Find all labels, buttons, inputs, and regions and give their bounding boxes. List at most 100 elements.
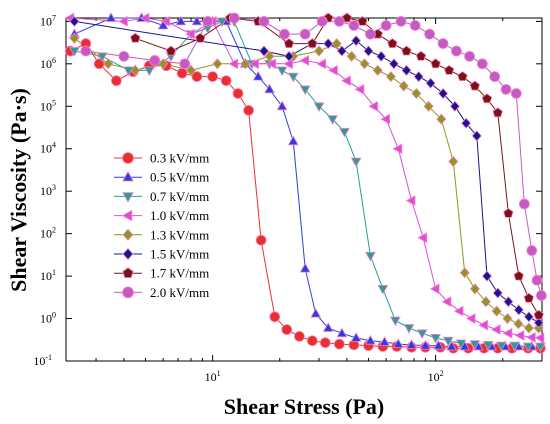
data-point — [518, 198, 530, 210]
data-point — [212, 58, 223, 70]
legend-label: 2.0 kV/mm — [150, 285, 209, 300]
data-point — [471, 130, 482, 142]
data-point — [401, 64, 412, 76]
series-line — [74, 37, 539, 329]
data-point — [319, 337, 331, 349]
data-point — [495, 341, 507, 352]
data-point — [179, 58, 191, 70]
data-point — [500, 83, 512, 95]
data-point — [283, 38, 295, 48]
legend: 0.3 kV/mm 0.5 kV/mm 0.7 kV/mm 1.0 kV/mm 1.3 … — [114, 151, 209, 300]
data-point — [368, 100, 379, 112]
data-point — [380, 113, 391, 125]
data-point — [110, 75, 122, 87]
y-tick-label: 102 — [40, 226, 56, 241]
data-point — [523, 292, 535, 303]
series-line — [70, 17, 541, 339]
data-point — [464, 50, 475, 62]
data-point — [328, 64, 338, 76]
data-point — [287, 135, 299, 146]
data-point — [455, 339, 467, 350]
legend-marker — [122, 247, 134, 261]
data-point — [269, 311, 281, 323]
data-point — [523, 311, 534, 323]
data-point — [351, 35, 362, 47]
data-point — [336, 45, 347, 57]
data-point — [341, 75, 351, 87]
y-tick-label: 107 — [40, 13, 56, 28]
data-point — [258, 45, 270, 57]
data-point — [392, 338, 404, 349]
data-point — [294, 330, 305, 342]
legend-label: 1.7 kV/mm — [150, 266, 209, 281]
data-point — [417, 232, 428, 244]
data-point — [398, 80, 409, 92]
data-point — [327, 115, 338, 125]
data-point — [476, 58, 488, 70]
data-point — [220, 75, 232, 87]
data-point — [534, 342, 546, 353]
data-point — [535, 290, 547, 301]
data-point — [416, 329, 428, 340]
data-point — [415, 50, 427, 61]
data-point — [339, 127, 350, 138]
data-point — [372, 64, 383, 76]
data-point — [160, 15, 171, 27]
y-tick-label: 106 — [40, 56, 56, 71]
data-point — [307, 38, 318, 48]
data-point — [103, 58, 114, 70]
data-point — [175, 15, 187, 26]
data-point — [287, 72, 299, 83]
data-point — [490, 324, 501, 335]
data-point — [80, 45, 92, 57]
legend-label: 1.3 kV/mm — [150, 227, 209, 242]
data-point — [453, 305, 464, 317]
data-point — [299, 85, 311, 96]
data-point — [185, 28, 195, 40]
data-point — [357, 15, 368, 26]
data-point — [276, 66, 288, 77]
data-point — [354, 83, 365, 95]
data-point — [249, 58, 260, 70]
data-point — [266, 58, 277, 70]
data-point — [459, 267, 470, 279]
data-point — [513, 318, 524, 330]
data-point — [385, 71, 396, 83]
data-point — [489, 71, 501, 82]
data-point — [149, 55, 161, 66]
data-point — [405, 195, 416, 206]
data-point — [276, 100, 288, 111]
data-point — [96, 52, 108, 63]
data-point — [420, 339, 431, 350]
data-point — [513, 270, 524, 281]
y-tick-label: 104 — [40, 141, 56, 156]
data-point — [451, 45, 462, 57]
data-point — [176, 67, 188, 79]
legend-label: 1.0 kV/mm — [150, 208, 209, 223]
data-point — [534, 332, 545, 344]
data-point — [299, 262, 311, 273]
data-point — [333, 15, 345, 27]
data-point — [513, 304, 524, 316]
data-point — [313, 102, 325, 113]
data-point — [333, 338, 345, 350]
data-point — [469, 340, 481, 350]
data-point — [105, 12, 117, 22]
y-tick-label: 105 — [40, 98, 56, 113]
data-point — [365, 334, 376, 345]
data-point — [281, 324, 293, 335]
y-tick-label: 10-1 — [33, 353, 52, 368]
data-point — [118, 15, 128, 27]
data-point — [446, 340, 458, 351]
data-point — [118, 50, 130, 62]
data-point — [465, 313, 476, 324]
data-point — [322, 322, 334, 332]
data-point — [365, 28, 376, 40]
data-point — [531, 274, 543, 286]
data-point — [350, 332, 362, 342]
y-tick-label: 100 — [40, 311, 56, 326]
data-point — [533, 317, 544, 329]
data-point — [457, 71, 468, 81]
legend-marker — [121, 209, 133, 222]
data-point — [191, 15, 203, 26]
